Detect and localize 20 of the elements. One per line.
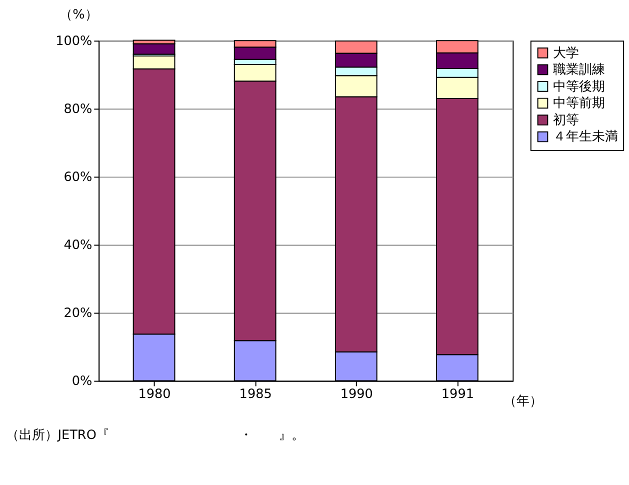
y-axis-title: （%） [60,7,98,22]
legend-label: 中等後期 [553,79,606,94]
text: （出所）JETRO『 ・ 』。 [6,428,304,443]
y-tick-label: 20% [64,306,92,322]
y-tick-label: 80% [64,102,92,118]
y-tick-label: 100% [56,34,92,50]
x-tick-label: 1985 [239,387,272,402]
legend-label: 職業訓練 [553,62,606,78]
x-tick-label: 1990 [340,387,373,402]
legend-label: 大学 [553,46,580,61]
y-tick-label: 40% [64,238,92,254]
bar [132,43,176,55]
legend-label: ４年生未満 [553,130,618,145]
x-tick-label: 1991 [441,387,474,402]
x-axis-title: （年） [504,394,543,409]
x-tick-label: 1980 [138,387,171,402]
y-tick-label: 0% [72,374,92,390]
y-tick-label: 60% [64,170,92,186]
legend-label: 中等前期 [553,96,606,112]
legend-label: 初等 [553,112,580,128]
